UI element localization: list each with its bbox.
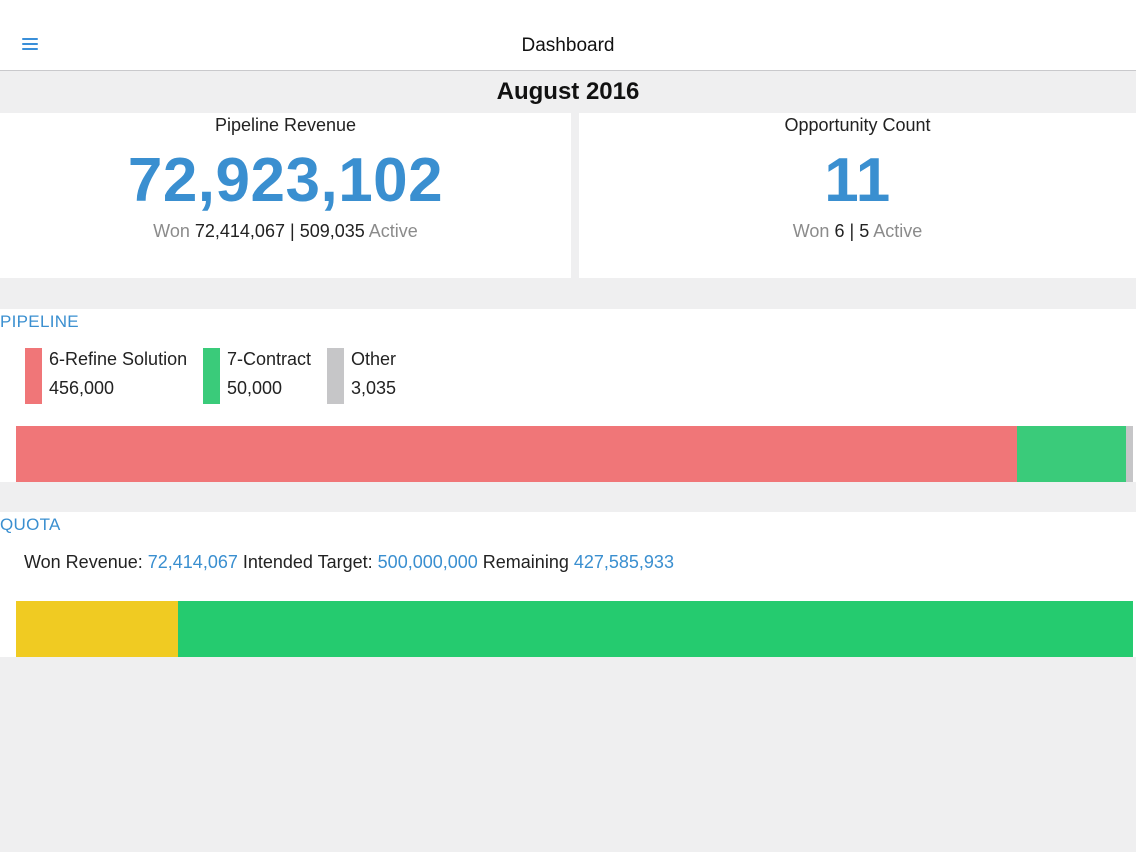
legend-swatch bbox=[327, 348, 344, 404]
page-title: Dashboard bbox=[521, 35, 615, 56]
pipeline-bar-segment[interactable] bbox=[1016, 426, 1127, 482]
won-label: Won bbox=[792, 221, 830, 241]
pipeline-panel: PIPELINE 6-Refine Solution 456,000 7-Con… bbox=[0, 309, 1136, 482]
separator: | bbox=[849, 221, 855, 241]
active-label: Active bbox=[873, 221, 923, 241]
opportunity-count-total: 11 bbox=[824, 146, 891, 215]
pipeline-bar-segment[interactable] bbox=[16, 426, 1017, 482]
won-revenue-label: Won Revenue: bbox=[24, 552, 143, 572]
remaining-value: 427,585,933 bbox=[573, 552, 674, 572]
intended-target-label: Intended Target: bbox=[242, 552, 373, 572]
pipeline-section-title: PIPELINE bbox=[0, 312, 79, 331]
won-label: Won bbox=[153, 221, 190, 241]
legend-label: 7-Contract bbox=[227, 349, 312, 369]
legend-swatch bbox=[203, 348, 220, 404]
active-value: 5 bbox=[859, 221, 870, 241]
active-value: 509,035 bbox=[299, 221, 365, 241]
opportunity-count-breakdown: Won 6 | 5 Active bbox=[579, 221, 1136, 242]
pipeline-bar-segment[interactable] bbox=[1126, 426, 1133, 482]
intended-target-value: 500,000,000 bbox=[377, 552, 478, 572]
nav-bar: Dashboard bbox=[0, 0, 1136, 71]
legend-label: 6-Refine Solution bbox=[49, 349, 188, 369]
opportunity-count-title: Opportunity Count bbox=[784, 115, 931, 135]
won-value: 72,414,067 bbox=[194, 221, 285, 241]
legend-value: 3,035 bbox=[351, 378, 397, 398]
separator: | bbox=[289, 221, 295, 241]
quota-stacked-bar[interactable] bbox=[16, 601, 1133, 657]
legend-swatch bbox=[25, 348, 42, 404]
pipeline-revenue-breakdown: Won 72,414,067 | 509,035 Active bbox=[0, 221, 571, 242]
pipeline-revenue-card[interactable]: Pipeline Revenue 72,923,102 Won 72,414,0… bbox=[0, 113, 571, 278]
pipeline-stacked-bar[interactable] bbox=[16, 426, 1133, 482]
quota-panel: QUOTA Won Revenue: 72,414,067 Intended T… bbox=[0, 512, 1136, 657]
opportunity-count-card[interactable]: Opportunity Count 11 Won 6 | 5 Active bbox=[579, 113, 1136, 278]
period-title: August 2016 bbox=[496, 78, 640, 105]
quota-section-title: QUOTA bbox=[0, 515, 61, 534]
quota-remaining-segment[interactable] bbox=[177, 601, 1133, 657]
pipeline-revenue-total: 72,923,102 bbox=[127, 146, 444, 215]
won-value: 6 bbox=[834, 221, 845, 241]
quota-won-segment[interactable] bbox=[16, 601, 178, 657]
quota-summary: Won Revenue: 72,414,067 Intended Target:… bbox=[24, 552, 674, 573]
remaining-label: Remaining bbox=[482, 552, 569, 572]
hamburger-menu-icon[interactable] bbox=[22, 38, 38, 51]
legend-label: Other bbox=[351, 349, 397, 369]
won-revenue-value: 72,414,067 bbox=[147, 552, 238, 572]
active-label: Active bbox=[368, 221, 418, 241]
legend-value: 456,000 bbox=[49, 378, 115, 398]
pipeline-revenue-title: Pipeline Revenue bbox=[214, 115, 357, 135]
legend-value: 50,000 bbox=[227, 378, 283, 398]
